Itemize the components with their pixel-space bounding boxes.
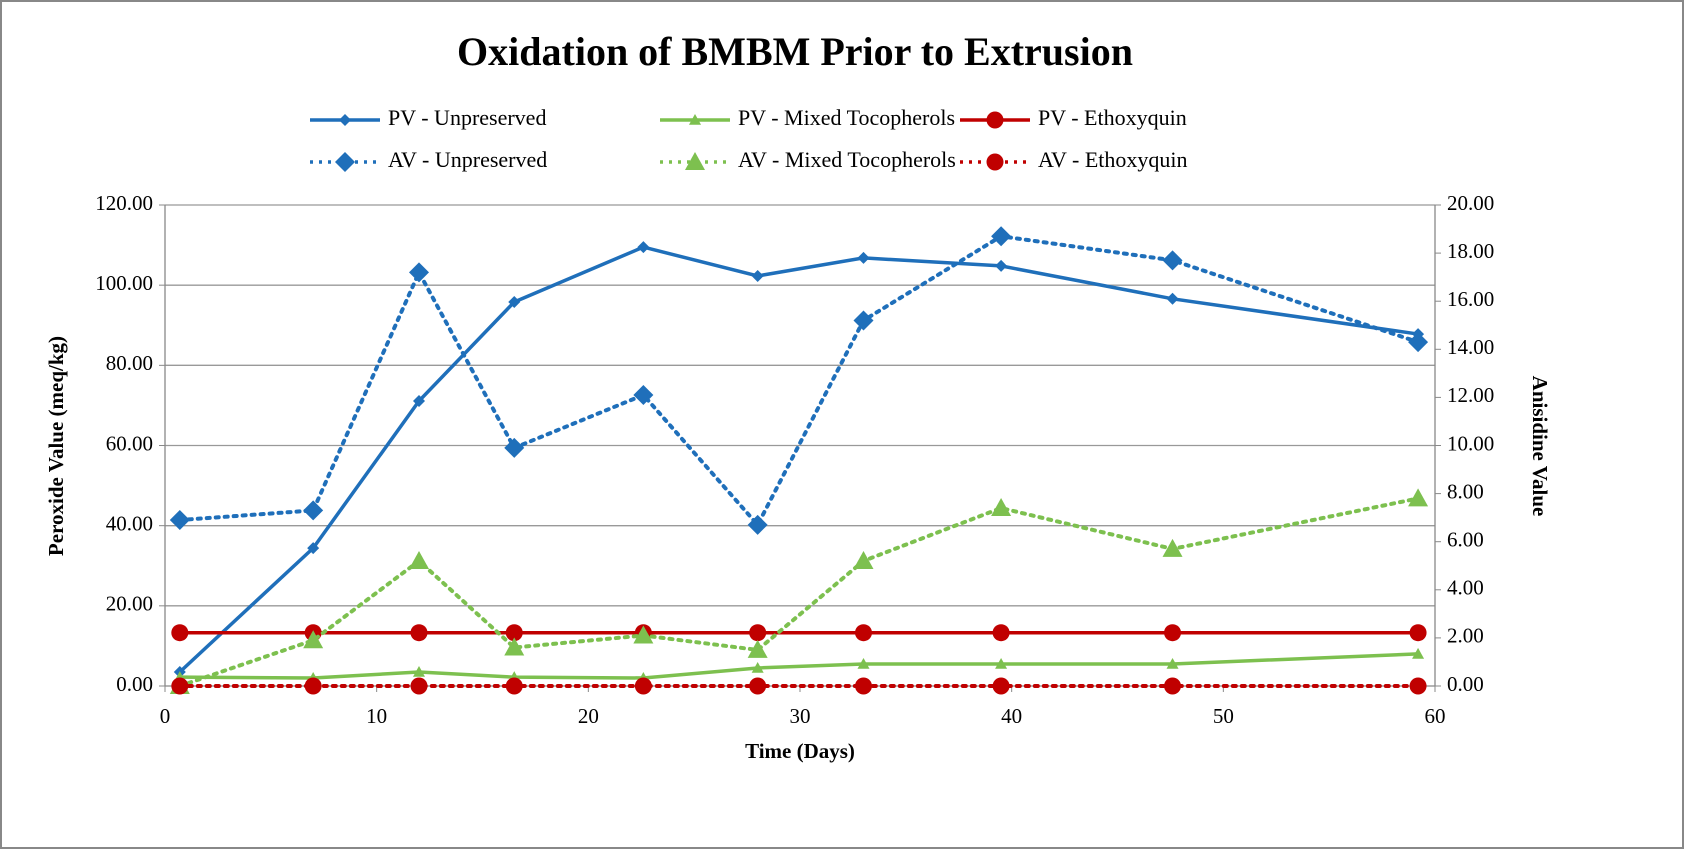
marker (504, 437, 525, 458)
marker (1164, 677, 1182, 695)
x-tick-label: 50 (1213, 704, 1234, 728)
series-line (177, 496, 1421, 688)
marker (991, 498, 1012, 517)
marker (303, 630, 324, 649)
marker (504, 637, 525, 656)
y-tick-label: 0.00 (116, 672, 153, 696)
marker (1166, 657, 1179, 669)
y-tick-label: 40.00 (106, 511, 153, 535)
marker (633, 384, 654, 405)
x-tick-label: 30 (790, 704, 811, 728)
marker (857, 251, 870, 264)
series-line (177, 234, 1421, 529)
marker (995, 259, 1008, 272)
marker (1166, 292, 1179, 305)
legend-label: AV - Ethoxyquin (1038, 147, 1188, 172)
marker (409, 262, 429, 283)
x-tick-label: 40 (1001, 704, 1022, 728)
marker (1408, 488, 1429, 507)
marker (633, 625, 654, 644)
marker (505, 677, 523, 695)
marker (1408, 332, 1429, 353)
y2-tick-label: 18.00 (1447, 239, 1494, 263)
series-line (178, 652, 1420, 680)
marker (853, 550, 874, 569)
marker (853, 310, 874, 331)
marker (637, 241, 650, 254)
y2-tick-label: 16.00 (1447, 287, 1494, 311)
marker (410, 677, 428, 695)
marker (992, 624, 1010, 642)
marker (749, 624, 767, 642)
series-line (178, 245, 1420, 674)
y-tick-label: 80.00 (106, 351, 153, 375)
y-tick-label: 100.00 (95, 271, 153, 295)
marker (169, 510, 190, 531)
marker (747, 514, 768, 535)
y-tick-label: 20.00 (106, 592, 153, 616)
marker (751, 269, 764, 282)
x-tick-label: 10 (366, 704, 387, 728)
marker (857, 657, 870, 669)
marker (751, 661, 764, 673)
marker (307, 542, 320, 555)
marker (634, 677, 652, 695)
marker (304, 677, 322, 695)
marker (1409, 624, 1427, 642)
marker (505, 624, 523, 642)
y2-tick-label: 0.00 (1447, 672, 1484, 696)
legend-marker (335, 152, 355, 172)
y-axis-label: Peroxide Value (meq/kg) (44, 336, 68, 556)
y2-tick-label: 6.00 (1447, 528, 1484, 552)
legend-label: PV - Ethoxyquin (1038, 105, 1187, 130)
legend-label: PV - Mixed Tocopherols (738, 105, 955, 130)
y2-tick-label: 12.00 (1447, 383, 1494, 407)
legend-label: AV - Unpreserved (388, 147, 547, 172)
marker (991, 226, 1012, 247)
legend-label: PV - Unpreserved (388, 105, 546, 130)
marker (1162, 538, 1183, 557)
y-tick-label: 120.00 (95, 191, 153, 215)
marker (1412, 647, 1425, 659)
marker (508, 296, 521, 309)
marker (747, 639, 768, 658)
x-tick-label: 20 (578, 704, 599, 728)
marker (413, 395, 425, 408)
legend-marker (689, 114, 701, 125)
chart-title: Oxidation of BMBM Prior to Extrusion (457, 29, 1133, 74)
marker (171, 624, 189, 642)
marker (171, 677, 189, 695)
y2-tick-label: 2.00 (1447, 624, 1484, 648)
marker (1164, 624, 1182, 642)
y2-tick-label: 10.00 (1447, 431, 1494, 455)
y2-tick-label: 8.00 (1447, 479, 1484, 503)
y2-tick-label: 20.00 (1447, 191, 1494, 215)
legend-marker (986, 111, 1004, 129)
marker (992, 677, 1010, 695)
marker (855, 624, 872, 642)
marker (855, 677, 872, 695)
x-tick-label: 0 (160, 704, 171, 728)
x-axis-label: Time (Days) (745, 739, 855, 763)
legend-label: AV - Mixed Tocopherols (738, 147, 956, 172)
marker (1162, 250, 1183, 271)
marker (409, 550, 429, 569)
marker (413, 665, 425, 677)
y2-tick-label: 4.00 (1447, 576, 1484, 600)
legend-marker (685, 152, 705, 170)
y2-tick-label: 14.00 (1447, 335, 1494, 359)
legend-marker (986, 153, 1004, 171)
y-tick-label: 60.00 (106, 431, 153, 455)
marker (749, 677, 767, 695)
marker (995, 657, 1008, 669)
marker (1409, 677, 1427, 695)
x-tick-label: 60 (1425, 704, 1446, 728)
marker (303, 500, 324, 521)
legend-marker (339, 114, 351, 126)
y2-axis-label: Anisidine Value (1528, 376, 1552, 517)
marker (410, 624, 428, 642)
